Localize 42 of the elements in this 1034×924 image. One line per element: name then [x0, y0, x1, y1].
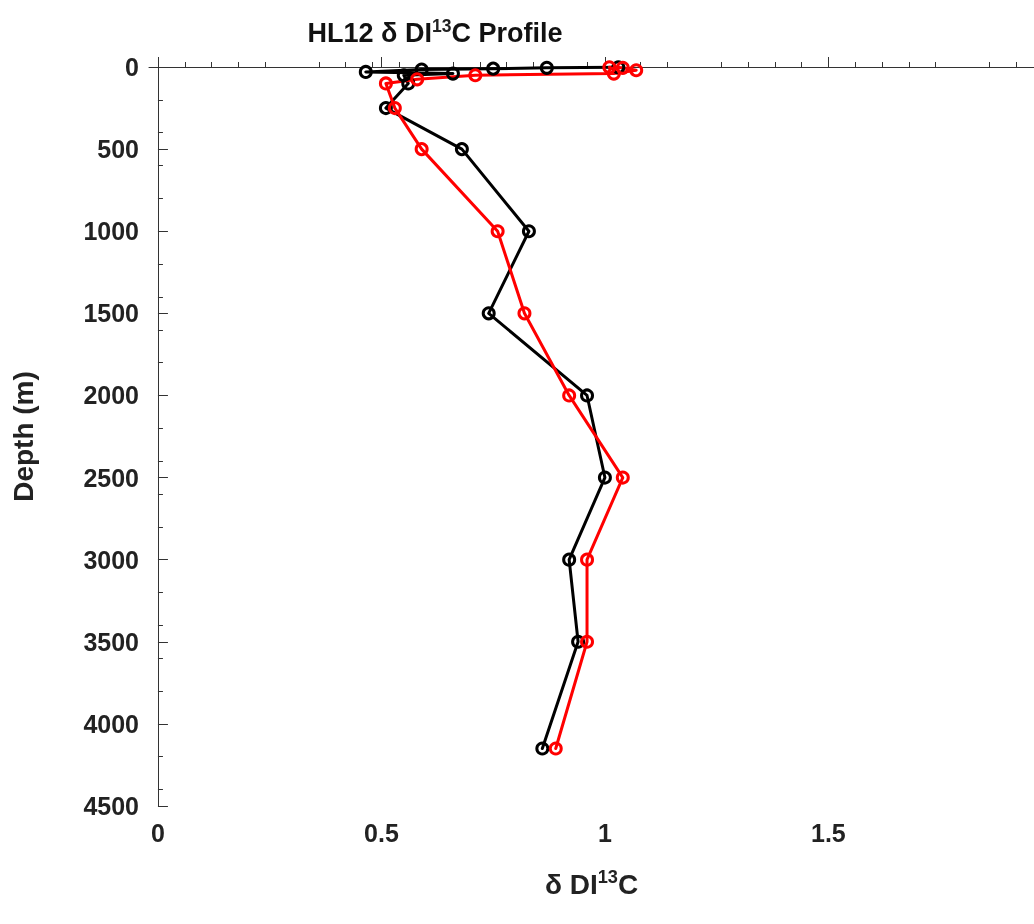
point	[580, 552, 595, 567]
point	[602, 60, 617, 75]
point	[358, 64, 373, 79]
y-tick-label: 3000	[83, 545, 139, 574]
point	[548, 741, 563, 756]
y-tick-label: 500	[97, 135, 139, 164]
y-tick-label: 3500	[83, 627, 139, 656]
x-tick-label: 1	[597, 818, 612, 847]
point	[468, 68, 483, 83]
point	[490, 224, 505, 239]
x-tick-label: 1.5	[811, 818, 846, 847]
point	[535, 741, 550, 756]
point	[517, 306, 532, 321]
point	[539, 60, 554, 75]
point	[615, 470, 630, 485]
point	[562, 388, 577, 403]
y-tick-label: 2500	[83, 463, 139, 492]
point	[486, 61, 501, 76]
point	[445, 66, 460, 81]
point	[387, 101, 402, 116]
point	[580, 388, 595, 403]
point	[481, 306, 496, 321]
y-tick-label: 2000	[83, 381, 139, 410]
point	[597, 470, 612, 485]
x-tick-label: 0	[150, 818, 165, 847]
y-tick-label: 1000	[83, 217, 139, 246]
point	[629, 63, 644, 78]
point	[615, 60, 630, 75]
y-tick-label: 4000	[83, 709, 139, 738]
y-tick-label: 0	[125, 53, 139, 81]
point	[606, 66, 621, 81]
x-tick-label: 0.5	[364, 818, 399, 847]
point	[378, 76, 393, 91]
point	[521, 224, 536, 239]
y-tick-label: 4500	[83, 792, 139, 820]
point	[580, 634, 595, 649]
point	[410, 72, 425, 87]
y-axis-title: Depth (m)	[7, 371, 39, 502]
point	[562, 552, 577, 567]
y-tick-label: 1500	[83, 299, 139, 328]
point	[414, 142, 429, 157]
point	[454, 142, 469, 157]
